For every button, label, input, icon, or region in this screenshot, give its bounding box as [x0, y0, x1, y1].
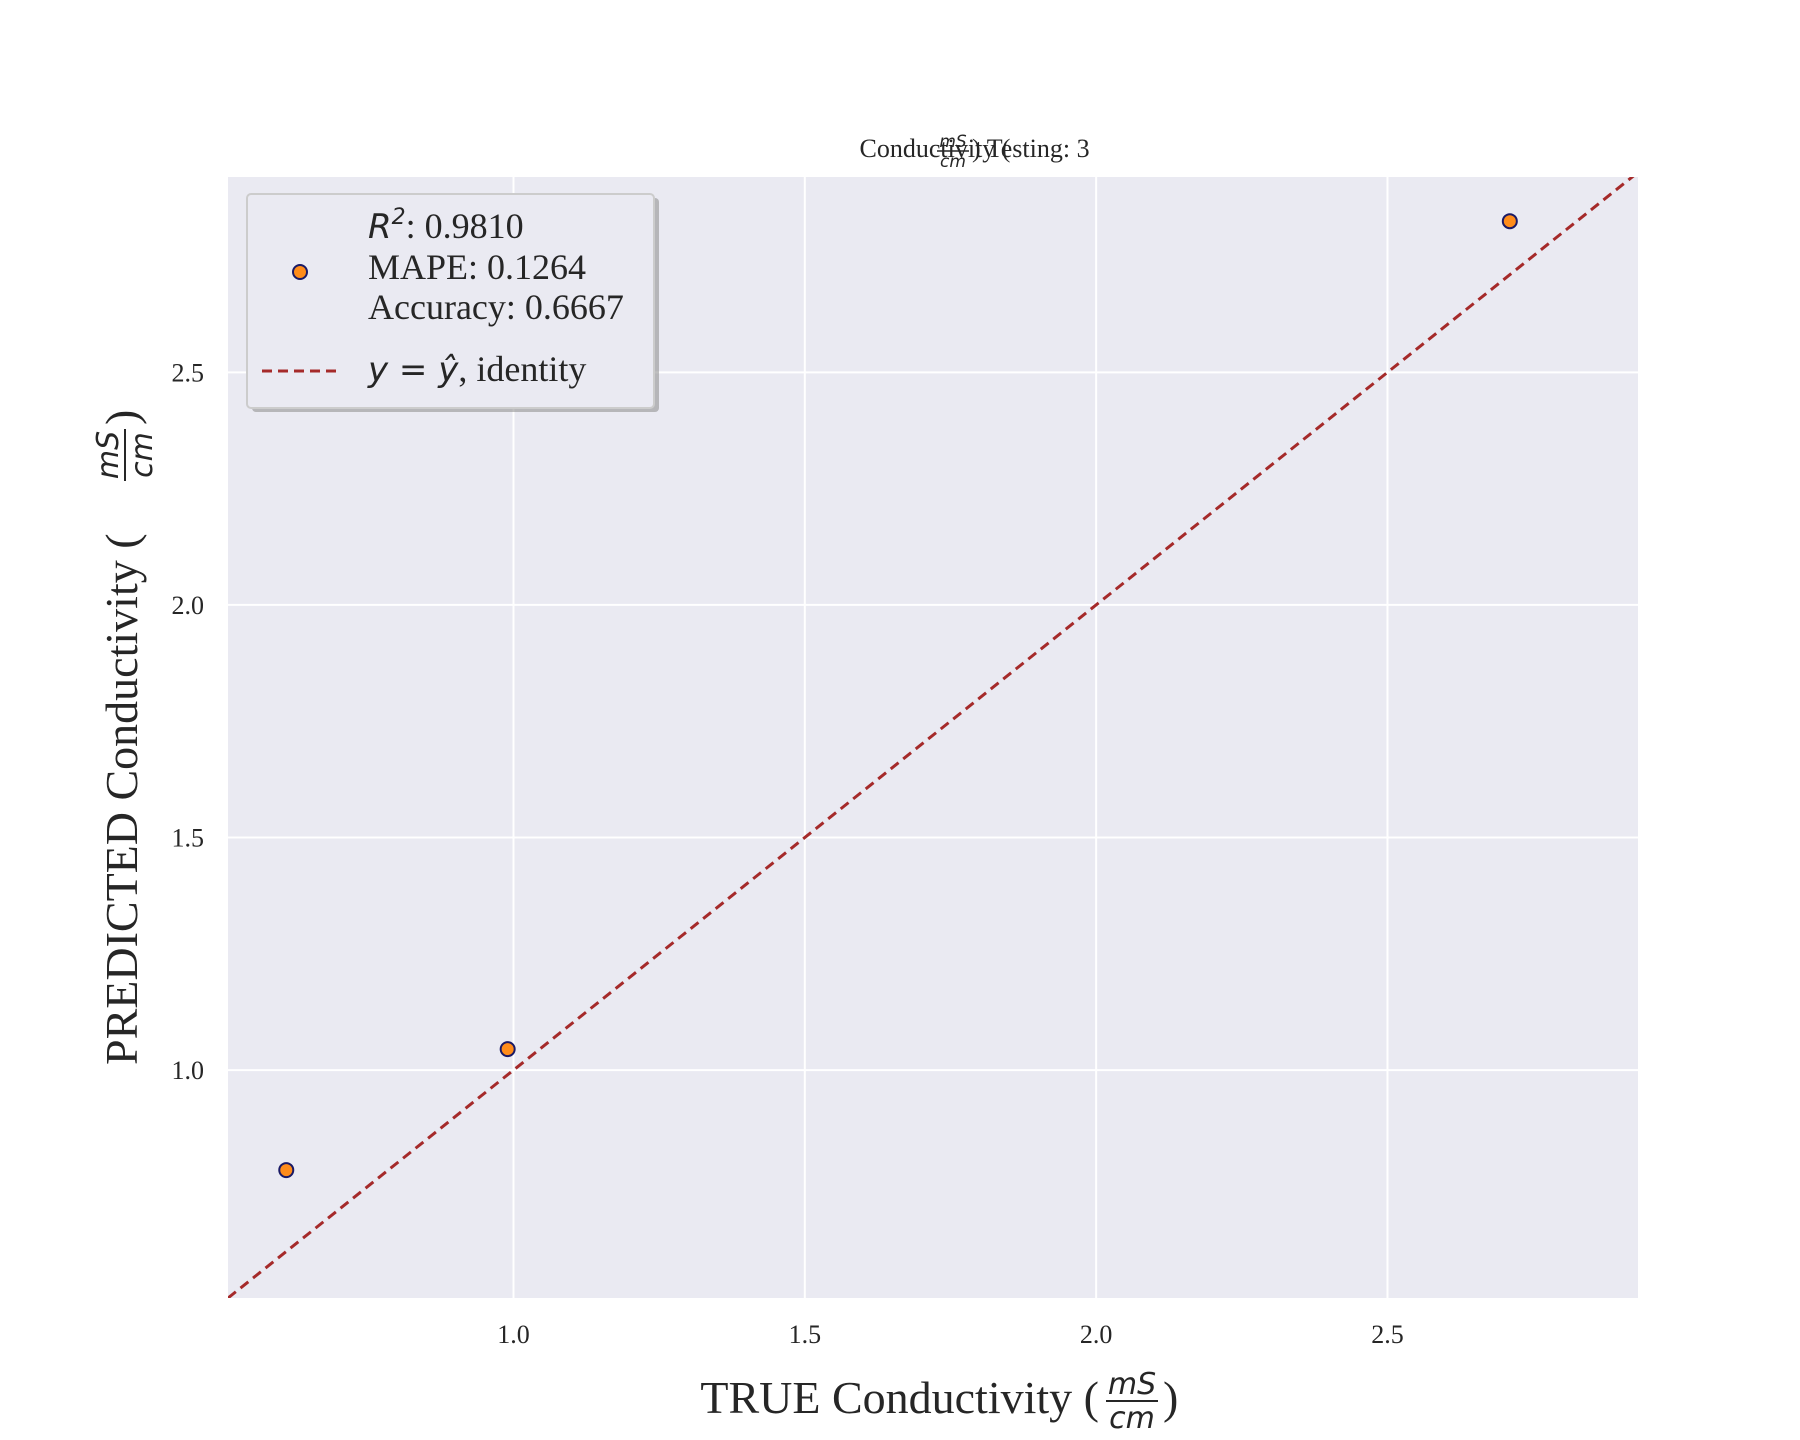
y-axis-label-suffix: ) — [96, 410, 147, 425]
data-points — [278, 213, 1518, 1179]
data-point — [499, 1041, 516, 1058]
x-tick-label: 2.5 — [1371, 1320, 1404, 1349]
y-axis-unit-numerator: mS — [91, 431, 126, 479]
legend-identity-text: , identity — [458, 349, 586, 389]
y-axis-label: PREDICTED Conductivity ( mS cm ) — [91, 410, 160, 1065]
x-axis-unit-numerator: mS — [1108, 1367, 1156, 1402]
legend-r2-superscript: 2 — [392, 205, 406, 230]
legend-point-marker — [292, 264, 308, 280]
chart-title-suffix: ) Testing: 3 — [972, 134, 1090, 163]
x-axis-label-prefix: TRUE Conductivity ( — [700, 1372, 1099, 1423]
legend-r2-value: : 0.9810 — [406, 206, 524, 246]
y-tick-label: 1.5 — [172, 824, 205, 853]
x-axis-label-suffix: ) — [1163, 1372, 1178, 1423]
legend-r2-symbol: R — [368, 207, 392, 247]
y-tick-label: 1.0 — [172, 1056, 205, 1085]
identity-line — [228, 177, 1635, 1298]
legend-accuracy: Accuracy: 0.6667 — [368, 287, 624, 327]
legend-identity-math: y = ŷ — [367, 350, 459, 390]
x-axis-unit-denominator: cm — [1109, 1401, 1155, 1436]
y-tick-label: 2.0 — [172, 591, 205, 620]
legend-r2: R2: 0.9810 — [368, 205, 524, 247]
chart-title-unit-denominator: cm — [940, 152, 966, 172]
chart-title-unit-numerator: mS — [939, 132, 967, 152]
x-tick-label: 2.0 — [1080, 1320, 1113, 1349]
data-point — [1501, 213, 1518, 230]
x-tick-labels: 1.0 1.5 2.0 2.5 — [497, 1320, 1403, 1349]
x-axis-label-unit: mS cm — [1106, 1367, 1158, 1436]
legend-identity: y = ŷ, identity — [367, 349, 586, 390]
y-tick-label: 2.5 — [172, 358, 205, 387]
x-tick-label: 1.5 — [789, 1320, 822, 1349]
legend-box — [246, 193, 655, 409]
chart-title: Conductivity ( — [860, 134, 1011, 163]
y-tick-labels: 1.0 1.5 2.0 2.5 — [172, 358, 205, 1085]
legend: R2: 0.9810 MAPE: 0.1264 Accuracy: 0.6667… — [246, 193, 659, 412]
chart-title-unit: mS cm — [937, 132, 969, 172]
data-point — [278, 1162, 295, 1179]
y-axis-label-prefix: PREDICTED Conductivity ( — [96, 533, 147, 1065]
identity-line-layer — [228, 177, 1635, 1298]
x-tick-label: 1.0 — [497, 1320, 530, 1349]
chart-title-prefix: Conductivity ( — [860, 134, 1011, 163]
legend-mape: MAPE: 0.1264 — [368, 247, 586, 287]
y-axis-unit-denominator: cm — [125, 432, 160, 478]
